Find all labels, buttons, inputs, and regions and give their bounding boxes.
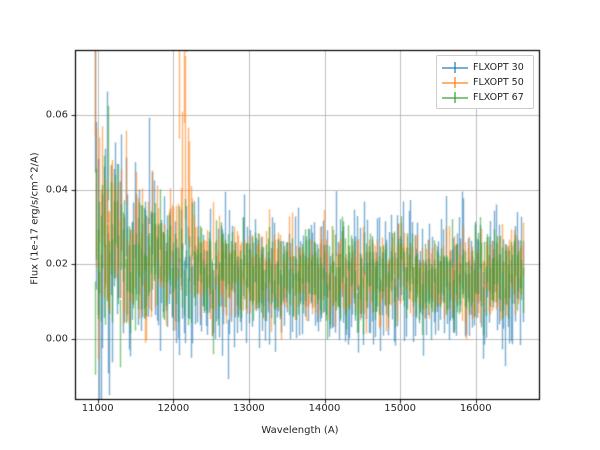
legend-item[interactable]: FLXOPT 50 <box>442 75 528 90</box>
x-tick-label: 15000 <box>384 403 417 414</box>
legend-errorbar-marker-1 <box>442 76 468 89</box>
legend-box: FLXOPT 30 FLXOPT 50 FLXOPT 67 <box>436 55 534 109</box>
legend-item[interactable]: FLXOPT 30 <box>442 60 528 75</box>
legend-label-2: FLXOPT 67 <box>473 92 524 103</box>
y-axis-label: Flux (1e-17 erg/s/cm^2/A) <box>29 152 41 285</box>
x-tick-label: 12000 <box>157 403 190 414</box>
y-tick-label: 0.00 <box>45 333 68 345</box>
x-tick-label: 16000 <box>459 403 492 414</box>
x-axis-label: Wavelength (A) <box>261 425 339 436</box>
x-tick-label: 14000 <box>308 403 341 414</box>
legend-errorbar-marker-0 <box>442 61 468 74</box>
y-tick-label: 0.04 <box>45 184 68 196</box>
legend-vbar-0 <box>454 62 456 73</box>
x-tick-label: 13000 <box>232 403 265 414</box>
legend-label-1: FLXOPT 50 <box>473 77 524 88</box>
x-tick-label: 11000 <box>81 403 114 414</box>
legend-vbar-2 <box>454 92 456 103</box>
legend-vbar-1 <box>454 77 456 88</box>
y-tick-label: 0.06 <box>45 109 68 121</box>
legend-label-0: FLXOPT 30 <box>473 62 524 73</box>
legend-errorbar-marker-2 <box>442 91 468 104</box>
y-tick-label: 0.02 <box>45 258 68 270</box>
legend-item[interactable]: FLXOPT 67 <box>442 90 528 105</box>
